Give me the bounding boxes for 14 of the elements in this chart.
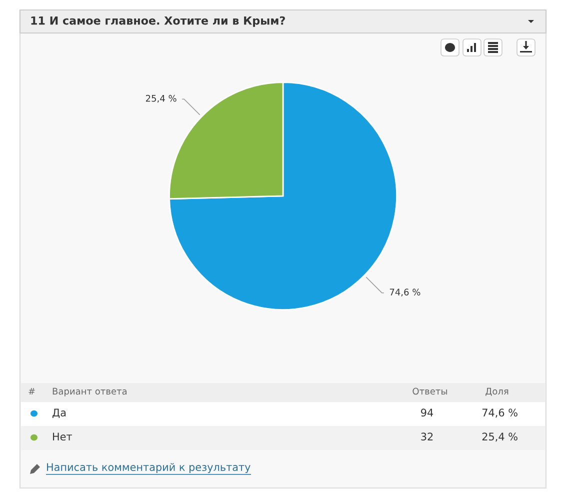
legend-label: Да [52,408,66,418]
legend-label: Нет [53,432,72,441]
chart-title: 11 И самое главное. Хотите ли в Крым? [31,16,285,27]
data-label: 25,4 % [146,94,176,103]
text: Ответы [412,388,448,395]
text: Доля [486,388,508,396]
text: 74,6 % [482,408,518,418]
data-label: 74,6 % [390,288,420,296]
text: # [28,388,35,394]
text: 25,4 % [482,432,518,442]
text: Написать комментарий к результату [47,463,250,474]
text: 94 [421,408,434,417]
text: Вариант ответа [52,388,127,396]
text: 32 [421,432,433,441]
